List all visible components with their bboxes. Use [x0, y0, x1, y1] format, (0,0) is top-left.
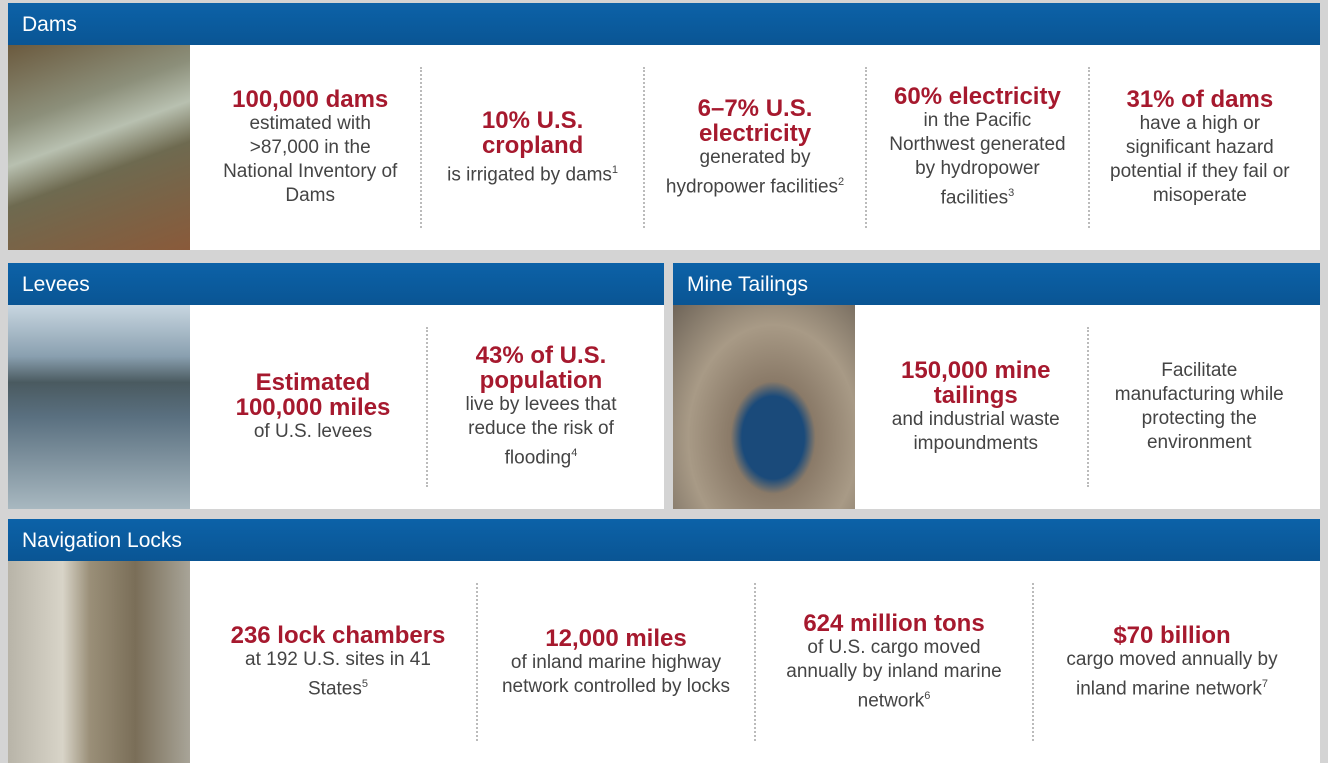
stat-text: estimated with >87,000 in the National I…	[223, 113, 397, 206]
footnote: 2	[838, 176, 844, 188]
photo	[8, 305, 190, 509]
footnote: 6	[924, 690, 930, 702]
footnote: 5	[362, 678, 368, 690]
stat-text: of U.S. levees	[254, 421, 372, 442]
stat-headline: 100,000 dams	[214, 87, 406, 112]
stat-text: cargo moved annually by inland marine ne…	[1066, 649, 1277, 699]
stat-headline: Estimated 100,000 miles	[214, 370, 412, 420]
stat-text: is irrigated by dams	[447, 164, 612, 185]
stat-headline: 43% of U.S. population	[442, 343, 640, 393]
footnote: 4	[571, 447, 577, 459]
photo	[8, 561, 190, 763]
stat-text: live by levees that reduce the risk of f…	[465, 394, 616, 468]
section-title: Dams	[8, 3, 1320, 45]
section-title: Navigation Locks	[8, 519, 1320, 561]
stat-headline: 31% of dams	[1104, 87, 1296, 112]
stat-text: have a high or significant hazard potent…	[1110, 113, 1290, 206]
stat-text: Facilitate manufacturing while protectin…	[1115, 360, 1284, 453]
footnote: 7	[1262, 678, 1268, 690]
stat-headline: 12,000 miles	[492, 626, 740, 651]
stat-headline: $70 billion	[1048, 623, 1296, 648]
stat-text: at 192 U.S. sites in 41 States	[245, 649, 431, 699]
section-title: Levees	[8, 263, 664, 305]
stat-text: and industrial waste impoundments	[892, 409, 1060, 454]
stat-text: generated by hydropower facilities	[666, 147, 838, 197]
photo	[673, 305, 855, 509]
page: Dams 100,000 damsestimated with >87,000 i…	[0, 0, 1328, 763]
footnote: 3	[1008, 187, 1014, 199]
stat-headline: 10% U.S. cropland	[436, 108, 628, 158]
stat-headline: 60% electricity	[881, 84, 1073, 109]
section-title: Mine Tailings	[673, 263, 1320, 305]
footnote: 1	[612, 164, 618, 176]
stat-headline: 150,000 mine tailings	[879, 358, 1073, 408]
stat-text: in the Pacific Northwest generated by hy…	[889, 110, 1065, 208]
stat: Facilitate manufacturing while protectin…	[1089, 359, 1311, 455]
photo	[8, 45, 190, 250]
stat: 10% U.S. cropland is irrigated by dams1	[422, 108, 642, 187]
stat-headline: 624 million tons	[770, 611, 1018, 636]
stat-text: of U.S. cargo moved annually by inland m…	[786, 637, 1001, 711]
stat-text: of inland marine highway network control…	[502, 652, 730, 697]
stat-headline: 6–7% U.S. electricity	[659, 96, 851, 146]
stat-headline: 236 lock chambers	[214, 623, 462, 648]
